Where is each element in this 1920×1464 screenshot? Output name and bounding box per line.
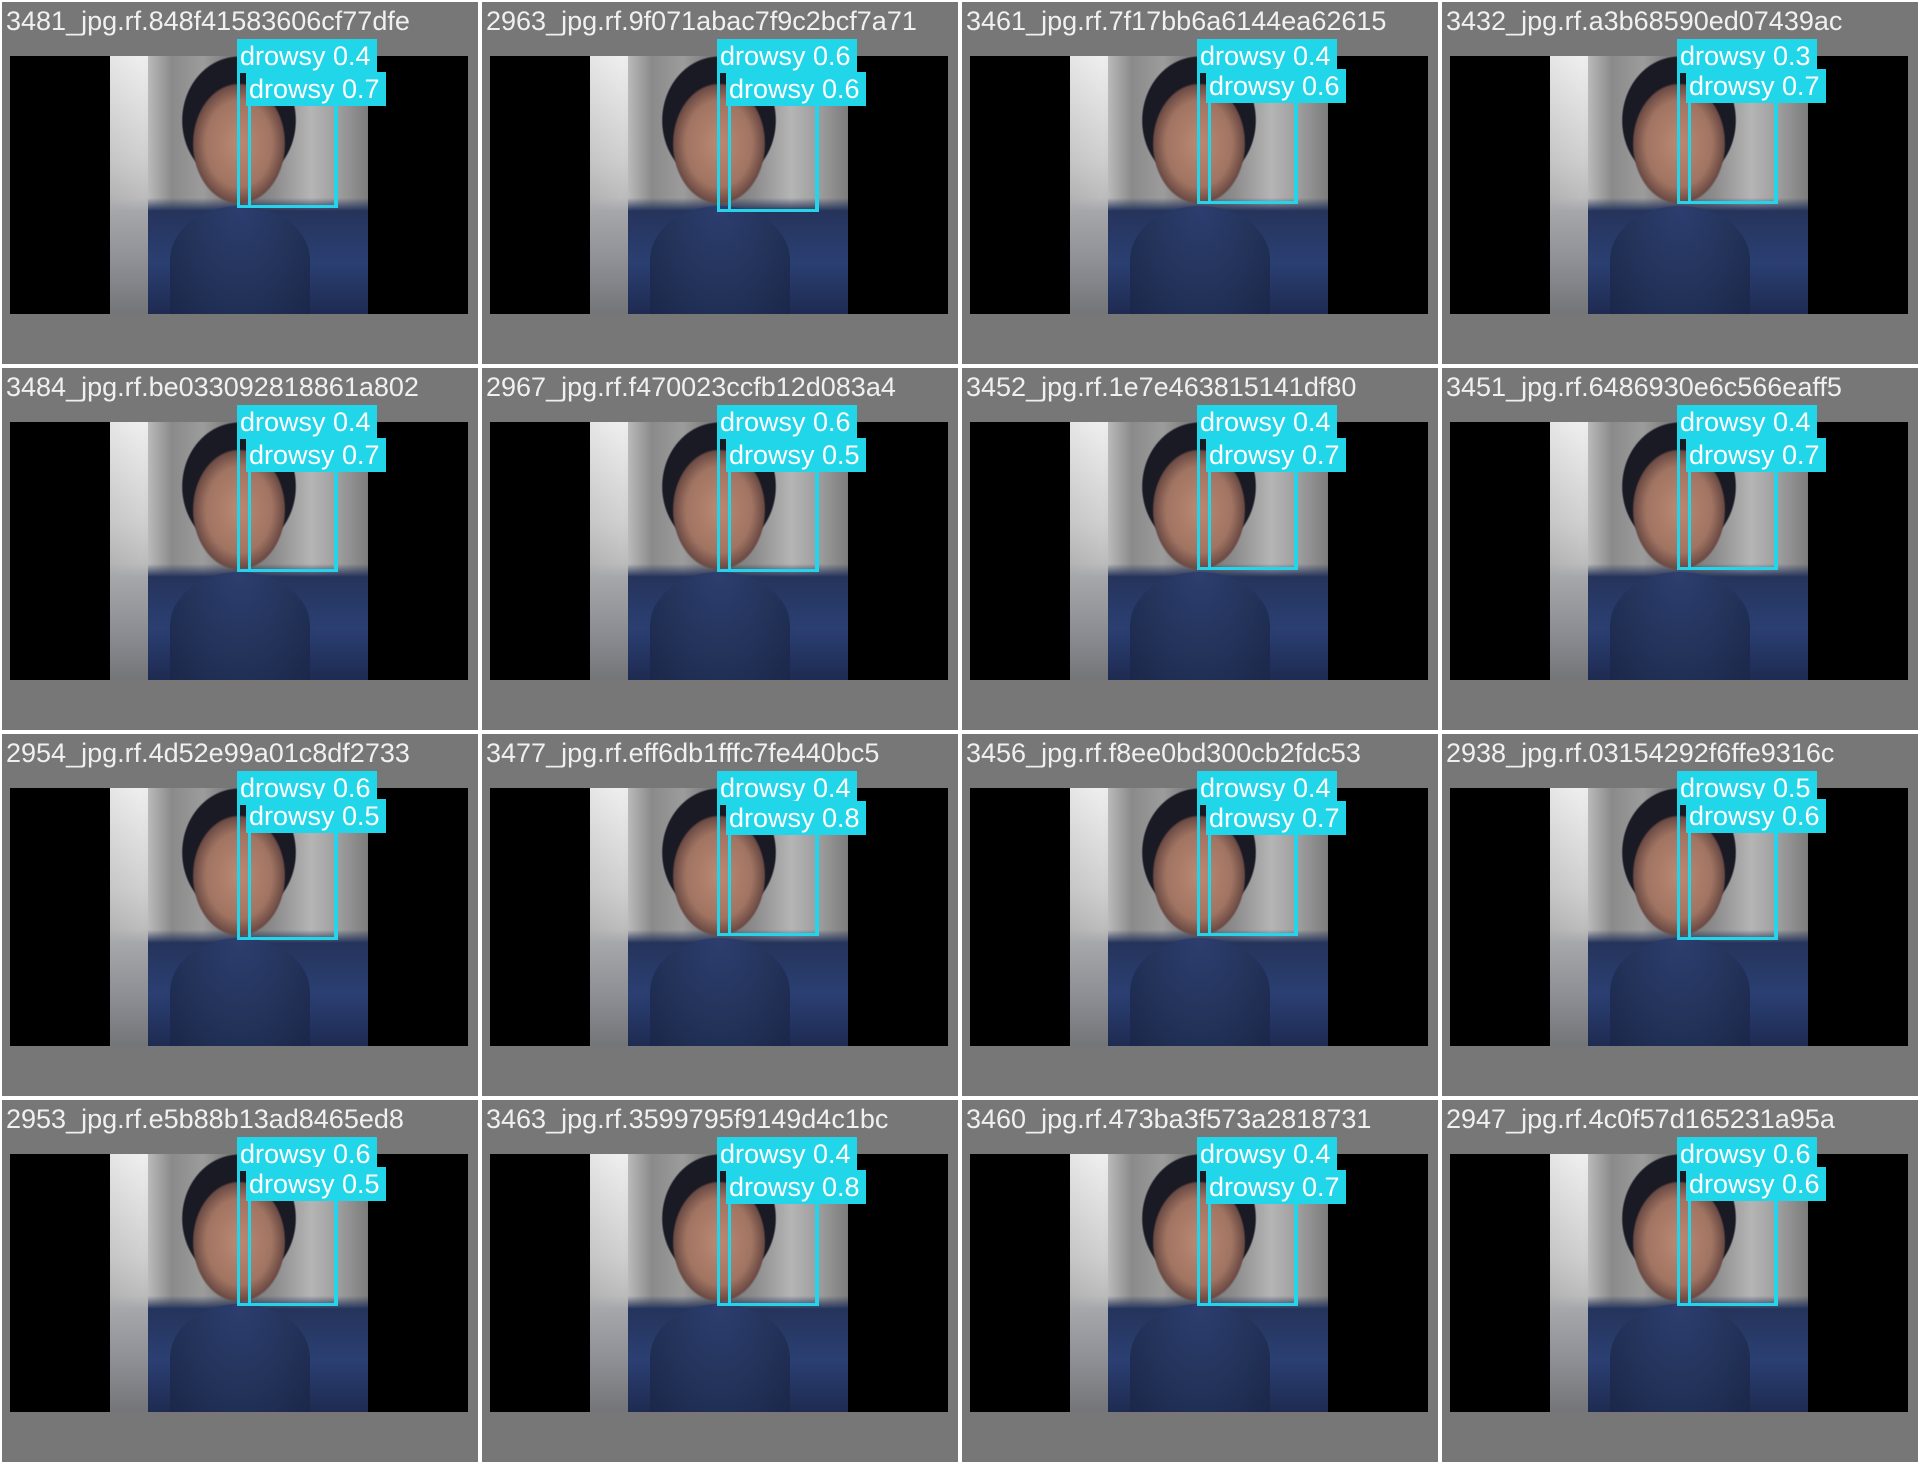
driver-photo [1550,788,1808,1046]
image-filename: 2938_jpg.rf.03154292f6ffe9316c [1446,738,1835,768]
image-tile: drowsy 0.4 drowsy 0.7 3452_jpg.rf.1e7e46… [960,366,1440,732]
image-filename: 3452_jpg.rf.1e7e463815141df80 [966,372,1357,402]
image-filename: 3477_jpg.rf.eff6db1fffc7fe440bc5 [486,738,880,768]
detection-label: drowsy 0.4 [1197,1137,1337,1171]
image-filename: 2967_jpg.rf.f470023ccfb12d083a4 [486,372,896,402]
detection-label: drowsy 0.7 [1206,438,1346,472]
detection-label: drowsy 0.5 [726,438,866,472]
detection-box [1688,1195,1778,1306]
image-tile: drowsy 0.6 drowsy 0.5 2953_jpg.rf.e5b88b… [0,1098,480,1464]
image-filename: 3461_jpg.rf.7f17bb6a6144ea62615 [966,6,1387,36]
detection-box [728,825,818,936]
image-filename: 2954_jpg.rf.4d52e99a01c8df2733 [6,738,410,768]
detection-label: drowsy 0.6 [237,771,377,805]
image-filename: 2953_jpg.rf.e5b88b13ad8465ed8 [6,1104,404,1134]
detection-label: drowsy 0.7 [1206,801,1346,835]
image-tile: drowsy 0.4 drowsy 0.7 3481_jpg.rf.848f41… [0,0,480,366]
detection-label: drowsy 0.3 [1677,39,1817,73]
detection-label: drowsy 0.7 [246,72,386,106]
detection-box [1208,459,1298,570]
detection-label: drowsy 0.4 [237,39,377,73]
detection-label: drowsy 0.4 [717,771,857,805]
detection-box [1208,1195,1298,1306]
image-tile: drowsy 0.4 drowsy 0.8 3463_jpg.rf.359979… [480,1098,960,1464]
image-tile: drowsy 0.4 drowsy 0.8 3477_jpg.rf.eff6db… [480,732,960,1098]
detection-label: drowsy 0.8 [726,801,866,835]
image-filename: 2947_jpg.rf.4c0f57d165231a95a [1446,1104,1835,1134]
detection-box [728,97,818,212]
detection-box [248,459,338,572]
detection-label: drowsy 0.5 [246,1167,386,1201]
detection-label: drowsy 0.7 [1206,1170,1346,1204]
letterboxed-photo [970,1154,1428,1412]
detection-box [1688,459,1778,570]
detection-label: drowsy 0.4 [1197,39,1337,73]
image-filename: 3484_jpg.rf.be033092818861a802 [6,372,419,402]
detection-box [728,459,818,572]
image-filename: 2963_jpg.rf.9f071abac7f9c2bcf7a71 [486,6,917,36]
image-tile: drowsy 0.6 drowsy 0.5 2954_jpg.rf.4d52e9… [0,732,480,1098]
detection-label: drowsy 0.4 [1197,405,1337,439]
letterboxed-photo [970,56,1428,314]
image-tile: drowsy 0.4 drowsy 0.7 3456_jpg.rf.f8ee0b… [960,732,1440,1098]
image-filename: 3456_jpg.rf.f8ee0bd300cb2fdc53 [966,738,1361,768]
detection-box [248,95,338,208]
detection-box [1208,825,1298,936]
detection-label: drowsy 0.5 [246,799,386,833]
driver-photo [590,788,848,1046]
detection-box [1208,95,1298,204]
detection-label: drowsy 0.6 [717,39,857,73]
image-tile: drowsy 0.4 drowsy 0.6 3461_jpg.rf.7f17bb… [960,0,1440,366]
driver-photo [1070,1154,1328,1412]
detection-box [248,1195,338,1306]
detection-label: drowsy 0.6 [1677,1137,1817,1171]
image-tile: drowsy 0.6 drowsy 0.6 2947_jpg.rf.4c0f57… [1440,1098,1920,1464]
detection-box [1688,825,1778,940]
image-tile: drowsy 0.4 drowsy 0.7 3484_jpg.rf.be0330… [0,366,480,732]
letterboxed-photo [490,788,948,1046]
image-tile: drowsy 0.6 drowsy 0.5 2967_jpg.rf.f47002… [480,366,960,732]
detection-label: drowsy 0.8 [726,1170,866,1204]
image-filename: 3432_jpg.rf.a3b68590ed07439ac [1446,6,1843,36]
detection-label: drowsy 0.4 [717,1137,857,1171]
image-filename: 3460_jpg.rf.473ba3f573a2818731 [966,1104,1372,1134]
detection-label: drowsy 0.6 [1206,69,1346,103]
image-filename: 3451_jpg.rf.6486930e6c566eaff5 [1446,372,1842,402]
detection-label: drowsy 0.6 [1686,799,1826,833]
image-tile: drowsy 0.3 drowsy 0.7 3432_jpg.rf.a3b685… [1440,0,1920,366]
detection-label: drowsy 0.6 [726,72,866,106]
image-tile: drowsy 0.4 drowsy 0.7 3451_jpg.rf.648693… [1440,366,1920,732]
detection-box [1688,95,1778,204]
detection-label: drowsy 0.6 [717,405,857,439]
detection-label: drowsy 0.4 [1197,771,1337,805]
detection-box [248,825,338,940]
detection-box [728,1195,818,1306]
detection-label: drowsy 0.7 [246,438,386,472]
image-filename: 3481_jpg.rf.848f41583606cf77dfe [6,6,410,36]
image-tile: drowsy 0.5 drowsy 0.6 2938_jpg.rf.031542… [1440,732,1920,1098]
image-tile: drowsy 0.4 drowsy 0.7 3460_jpg.rf.473ba3… [960,1098,1440,1464]
detection-label: drowsy 0.6 [1686,1167,1826,1201]
detection-label: drowsy 0.4 [1677,405,1817,439]
image-tile: drowsy 0.6 drowsy 0.6 2963_jpg.rf.9f071a… [480,0,960,366]
detection-label: drowsy 0.7 [1686,69,1826,103]
image-filename: 3463_jpg.rf.3599795f9149d4c1bc [486,1104,889,1134]
detection-label: drowsy 0.6 [237,1137,377,1171]
detection-label: drowsy 0.7 [1686,438,1826,472]
detection-label: drowsy 0.4 [237,405,377,439]
